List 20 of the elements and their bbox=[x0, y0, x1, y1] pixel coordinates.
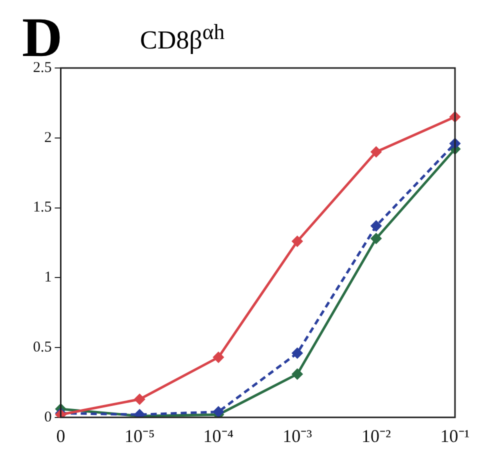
point bbox=[134, 394, 145, 404]
point bbox=[292, 348, 303, 358]
y-tick-label: 2.5 bbox=[33, 60, 52, 76]
y-tick-label: 1 bbox=[44, 270, 52, 286]
x-tick-label: 10⁻² bbox=[361, 426, 391, 446]
y-tick-label: 0.5 bbox=[33, 339, 52, 356]
x-tick-label: 10⁻⁵ bbox=[124, 426, 155, 446]
x-tick-label: 10⁻⁴ bbox=[203, 426, 234, 446]
x-tick-label: 10⁻¹ bbox=[440, 426, 470, 446]
point bbox=[213, 352, 224, 363]
point bbox=[292, 368, 303, 380]
point bbox=[370, 146, 382, 158]
y-tick-label: 0 bbox=[44, 409, 52, 426]
point bbox=[292, 236, 303, 247]
point bbox=[370, 233, 382, 244]
y-tick-label: 1.5 bbox=[33, 200, 52, 216]
y-tick-label: 2 bbox=[44, 130, 52, 146]
x-tick-label: 10⁻³ bbox=[282, 426, 313, 446]
point bbox=[370, 220, 382, 232]
chart-title: CD8β$^{αh}$ bbox=[140, 20, 225, 56]
